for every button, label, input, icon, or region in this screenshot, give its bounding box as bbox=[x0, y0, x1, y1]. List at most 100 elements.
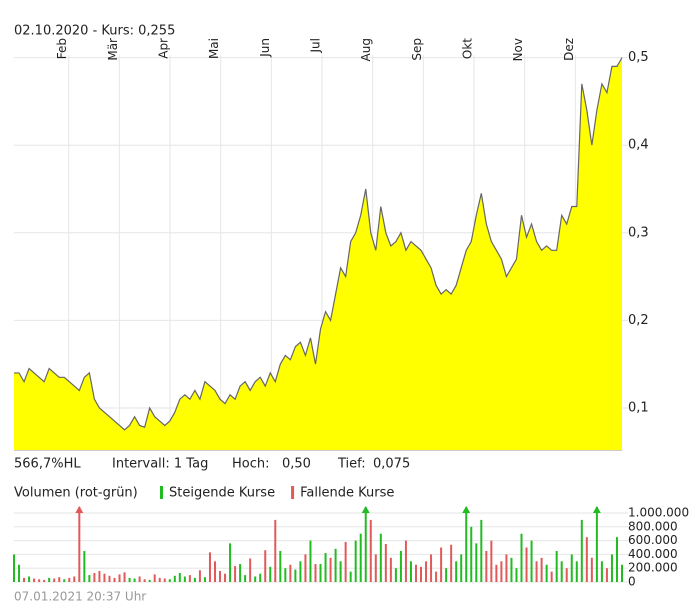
volume-bar bbox=[63, 579, 66, 582]
y-tick-label: 1.000.000 bbox=[628, 506, 689, 520]
y-tick-label: 800.000 bbox=[628, 519, 678, 533]
x-tick-label: Sep bbox=[410, 38, 424, 61]
high-value: 0,50 bbox=[282, 457, 311, 472]
volume-bar bbox=[585, 537, 588, 582]
volume-bar bbox=[13, 554, 15, 582]
volume-bar bbox=[435, 571, 438, 582]
x-tick-label: Aug bbox=[359, 38, 373, 61]
volume-bar bbox=[505, 554, 508, 582]
volume-bar bbox=[244, 575, 247, 582]
volume-bar bbox=[269, 566, 272, 582]
volume-bar bbox=[490, 540, 493, 582]
y-tick-label: 400.000 bbox=[628, 547, 678, 561]
y-tick-label: 0,5 bbox=[628, 50, 649, 65]
volume-bar bbox=[213, 561, 216, 582]
volume-bar bbox=[118, 574, 121, 582]
volume-bar bbox=[475, 543, 478, 582]
y-tick-label: 600.000 bbox=[628, 533, 678, 547]
volume-bar bbox=[249, 558, 252, 582]
volume-bar bbox=[404, 540, 407, 582]
volume-bar bbox=[394, 568, 397, 582]
volume-bar bbox=[450, 544, 453, 582]
volume-bar bbox=[279, 550, 282, 582]
volume-bar bbox=[530, 540, 533, 582]
volume-bar bbox=[384, 544, 387, 582]
volume-bar bbox=[600, 561, 603, 582]
volume-bar bbox=[500, 561, 503, 582]
volume-bar bbox=[259, 573, 262, 582]
volume-bar bbox=[314, 564, 317, 582]
x-tick-label: Mai bbox=[207, 38, 221, 59]
volume-bar bbox=[535, 561, 538, 582]
volume-bar bbox=[128, 577, 131, 582]
volume-bar bbox=[198, 570, 201, 582]
volume-bar bbox=[289, 564, 292, 582]
volume-bar bbox=[555, 550, 558, 582]
volume-bar bbox=[88, 575, 91, 582]
overflow-arrow bbox=[592, 505, 601, 513]
volume-bar bbox=[229, 543, 232, 582]
volume-bar bbox=[173, 575, 176, 582]
x-tick-label: Dez bbox=[562, 38, 576, 61]
volume-bar bbox=[148, 579, 151, 582]
volume-bar bbox=[138, 576, 141, 582]
overflow-arrow bbox=[361, 505, 370, 513]
volume-bar bbox=[590, 557, 593, 582]
volume-bar bbox=[163, 578, 166, 582]
volume-bar bbox=[575, 561, 578, 582]
volume-bar bbox=[178, 573, 181, 582]
volume-bar bbox=[440, 547, 443, 582]
volume-bar bbox=[409, 561, 412, 582]
volume-bar bbox=[460, 554, 463, 582]
legend-label: Steigende Kurse bbox=[169, 486, 275, 501]
volume-bar bbox=[33, 578, 36, 582]
volume-bar bbox=[113, 577, 116, 582]
volume-bar bbox=[324, 553, 327, 582]
volume-bar bbox=[515, 568, 518, 582]
volume-bar bbox=[595, 507, 598, 582]
y-tick-label: 0,2 bbox=[628, 313, 649, 328]
volume-bar bbox=[304, 554, 307, 582]
volume-bar bbox=[414, 564, 417, 582]
volume-bar bbox=[610, 554, 613, 582]
y-tick-label: 0,3 bbox=[628, 225, 649, 240]
volume-bar bbox=[495, 564, 498, 582]
price-line bbox=[14, 57, 623, 431]
volume-bar bbox=[389, 557, 392, 582]
volume-bar bbox=[153, 574, 156, 582]
y-tick-label: 200.000 bbox=[628, 561, 678, 575]
volume-bar bbox=[43, 579, 46, 582]
volume-bars bbox=[13, 507, 623, 582]
volume-bar bbox=[38, 579, 41, 582]
volume-bar bbox=[53, 578, 56, 582]
y-tick-label: 0,1 bbox=[628, 400, 649, 415]
volume-bar bbox=[294, 569, 297, 582]
volume-bar bbox=[103, 573, 106, 582]
volume-bar bbox=[420, 566, 423, 582]
x-tick-label: Okt bbox=[461, 38, 475, 59]
chart-title: 02.10.2020 - Kurs: 0,255 bbox=[14, 24, 175, 39]
volume-bar bbox=[73, 576, 76, 582]
volume-bar bbox=[344, 541, 347, 582]
volume-bar bbox=[359, 533, 362, 582]
legend-swatch bbox=[291, 486, 295, 499]
volume-bar bbox=[339, 561, 342, 582]
volume-bar bbox=[98, 570, 101, 582]
volume-bar bbox=[545, 564, 548, 582]
volume-bar bbox=[550, 571, 553, 582]
timestamp: 07.01.2021 20:37 Uhr bbox=[14, 590, 146, 604]
y-tick-label: 0 bbox=[628, 575, 636, 589]
overflow-arrow bbox=[462, 505, 471, 513]
volume-bar bbox=[445, 568, 448, 582]
volume-bar bbox=[319, 564, 322, 582]
volume-bar bbox=[425, 561, 428, 582]
volume-bar bbox=[560, 561, 563, 582]
volume-title: Volumen (rot-grün) bbox=[14, 486, 138, 501]
x-tick-label: Nov bbox=[511, 38, 525, 61]
volume-bar bbox=[430, 554, 433, 582]
volume-bar bbox=[525, 547, 528, 582]
volume-bar bbox=[93, 573, 96, 582]
volume-bar bbox=[239, 564, 242, 582]
volume-bar bbox=[284, 568, 287, 582]
